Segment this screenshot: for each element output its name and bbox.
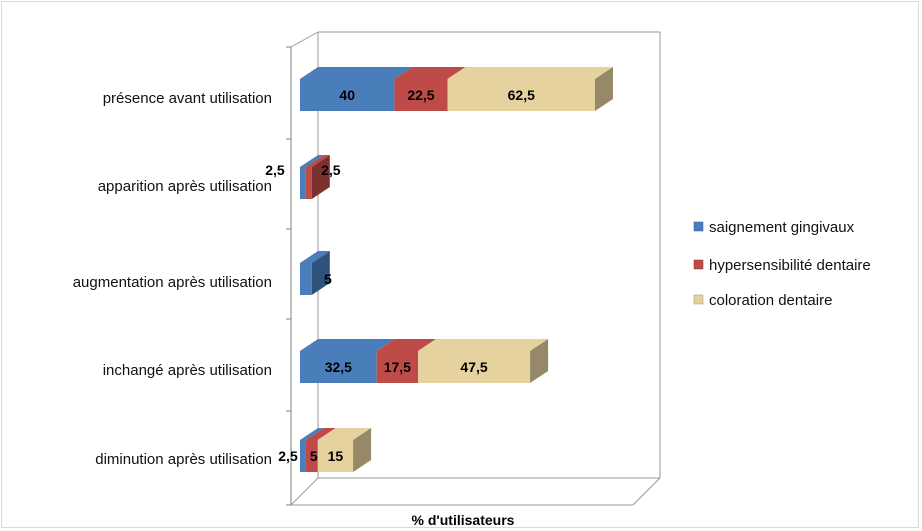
bar-top-face: [394, 67, 466, 79]
data-label: 5: [310, 448, 318, 464]
data-label: 15: [328, 448, 344, 464]
bar-hypersensibilité: [394, 79, 448, 111]
category-label: apparition après utilisation: [98, 178, 272, 195]
x-axis-title: % d'utilisateurs: [412, 512, 515, 528]
bar-saignement: [300, 263, 312, 295]
bar-top-face: [300, 339, 395, 351]
data-label: 47,5: [460, 359, 487, 375]
legend-label: coloration dentaire: [709, 292, 832, 309]
bar-side-face: [530, 339, 549, 383]
legend-swatch: [693, 221, 704, 232]
data-label: 2,5: [321, 162, 341, 178]
bar-hypersensibilité: [305, 440, 318, 472]
legend-label: saignement gingivaux: [709, 219, 855, 236]
bar-top-face: [305, 155, 330, 167]
bar-saignement: [300, 79, 395, 111]
data-label: 22,5: [407, 87, 434, 103]
bar-hypersensibilité: [305, 167, 312, 199]
bar-saignement: [300, 440, 306, 472]
data-label: 62,5: [508, 87, 535, 103]
category-label: présence avant utilisation: [103, 90, 272, 107]
data-label: 17,5: [384, 359, 411, 375]
legend-swatch: [693, 294, 704, 305]
back-wall-edge: [318, 31, 661, 478]
data-label: 5: [324, 271, 332, 287]
wall-top-connector: [290, 31, 319, 48]
bar-top-face: [447, 67, 613, 79]
bar-side-face: [311, 155, 330, 199]
bar-coloration: [418, 351, 531, 383]
bar-top-face: [376, 339, 436, 351]
bar-coloration: [317, 440, 354, 472]
bar-top-face: [418, 339, 549, 351]
bar-saignement: [300, 167, 306, 199]
bar-coloration: [447, 79, 595, 111]
category-labels: présence avant utilisation apparition apr…: [73, 90, 272, 468]
bar-side-face: [311, 251, 330, 295]
legend: saignement gingivaux hypersensibilité den…: [693, 219, 871, 309]
category-label: inchangé après utilisation: [103, 362, 272, 379]
category-label: diminution après utilisation: [95, 451, 272, 468]
bar-top-face: [300, 67, 413, 79]
legend-swatch: [693, 259, 704, 270]
category-label: augmentation après utilisation: [73, 274, 272, 291]
data-label: 2,5: [278, 448, 298, 464]
floor-left-edge: [290, 477, 319, 506]
data-label: 2,5: [265, 162, 285, 178]
bars: [300, 67, 613, 472]
bar-top-face: [300, 155, 324, 167]
bar-side-face: [595, 67, 613, 111]
bar-top-face: [300, 428, 324, 440]
bar-saignement: [300, 351, 377, 383]
floor-right-edge: [632, 477, 661, 506]
bar-top-face: [305, 428, 336, 440]
bar-top-face: [300, 251, 330, 263]
bar-hypersensibilité: [376, 351, 418, 383]
legend-label: hypersensibilité dentaire: [709, 257, 871, 274]
bar-side-face: [353, 428, 372, 472]
data-label: 40: [339, 87, 355, 103]
bar-top-face: [317, 428, 372, 440]
data-label: 32,5: [325, 359, 352, 375]
data-labels: 40 22,5 62,5 2,5 2,5 5 32,5 17,5 47,5 2,5 5 15: [265, 87, 535, 464]
y-axis-ticks: [286, 46, 291, 506]
